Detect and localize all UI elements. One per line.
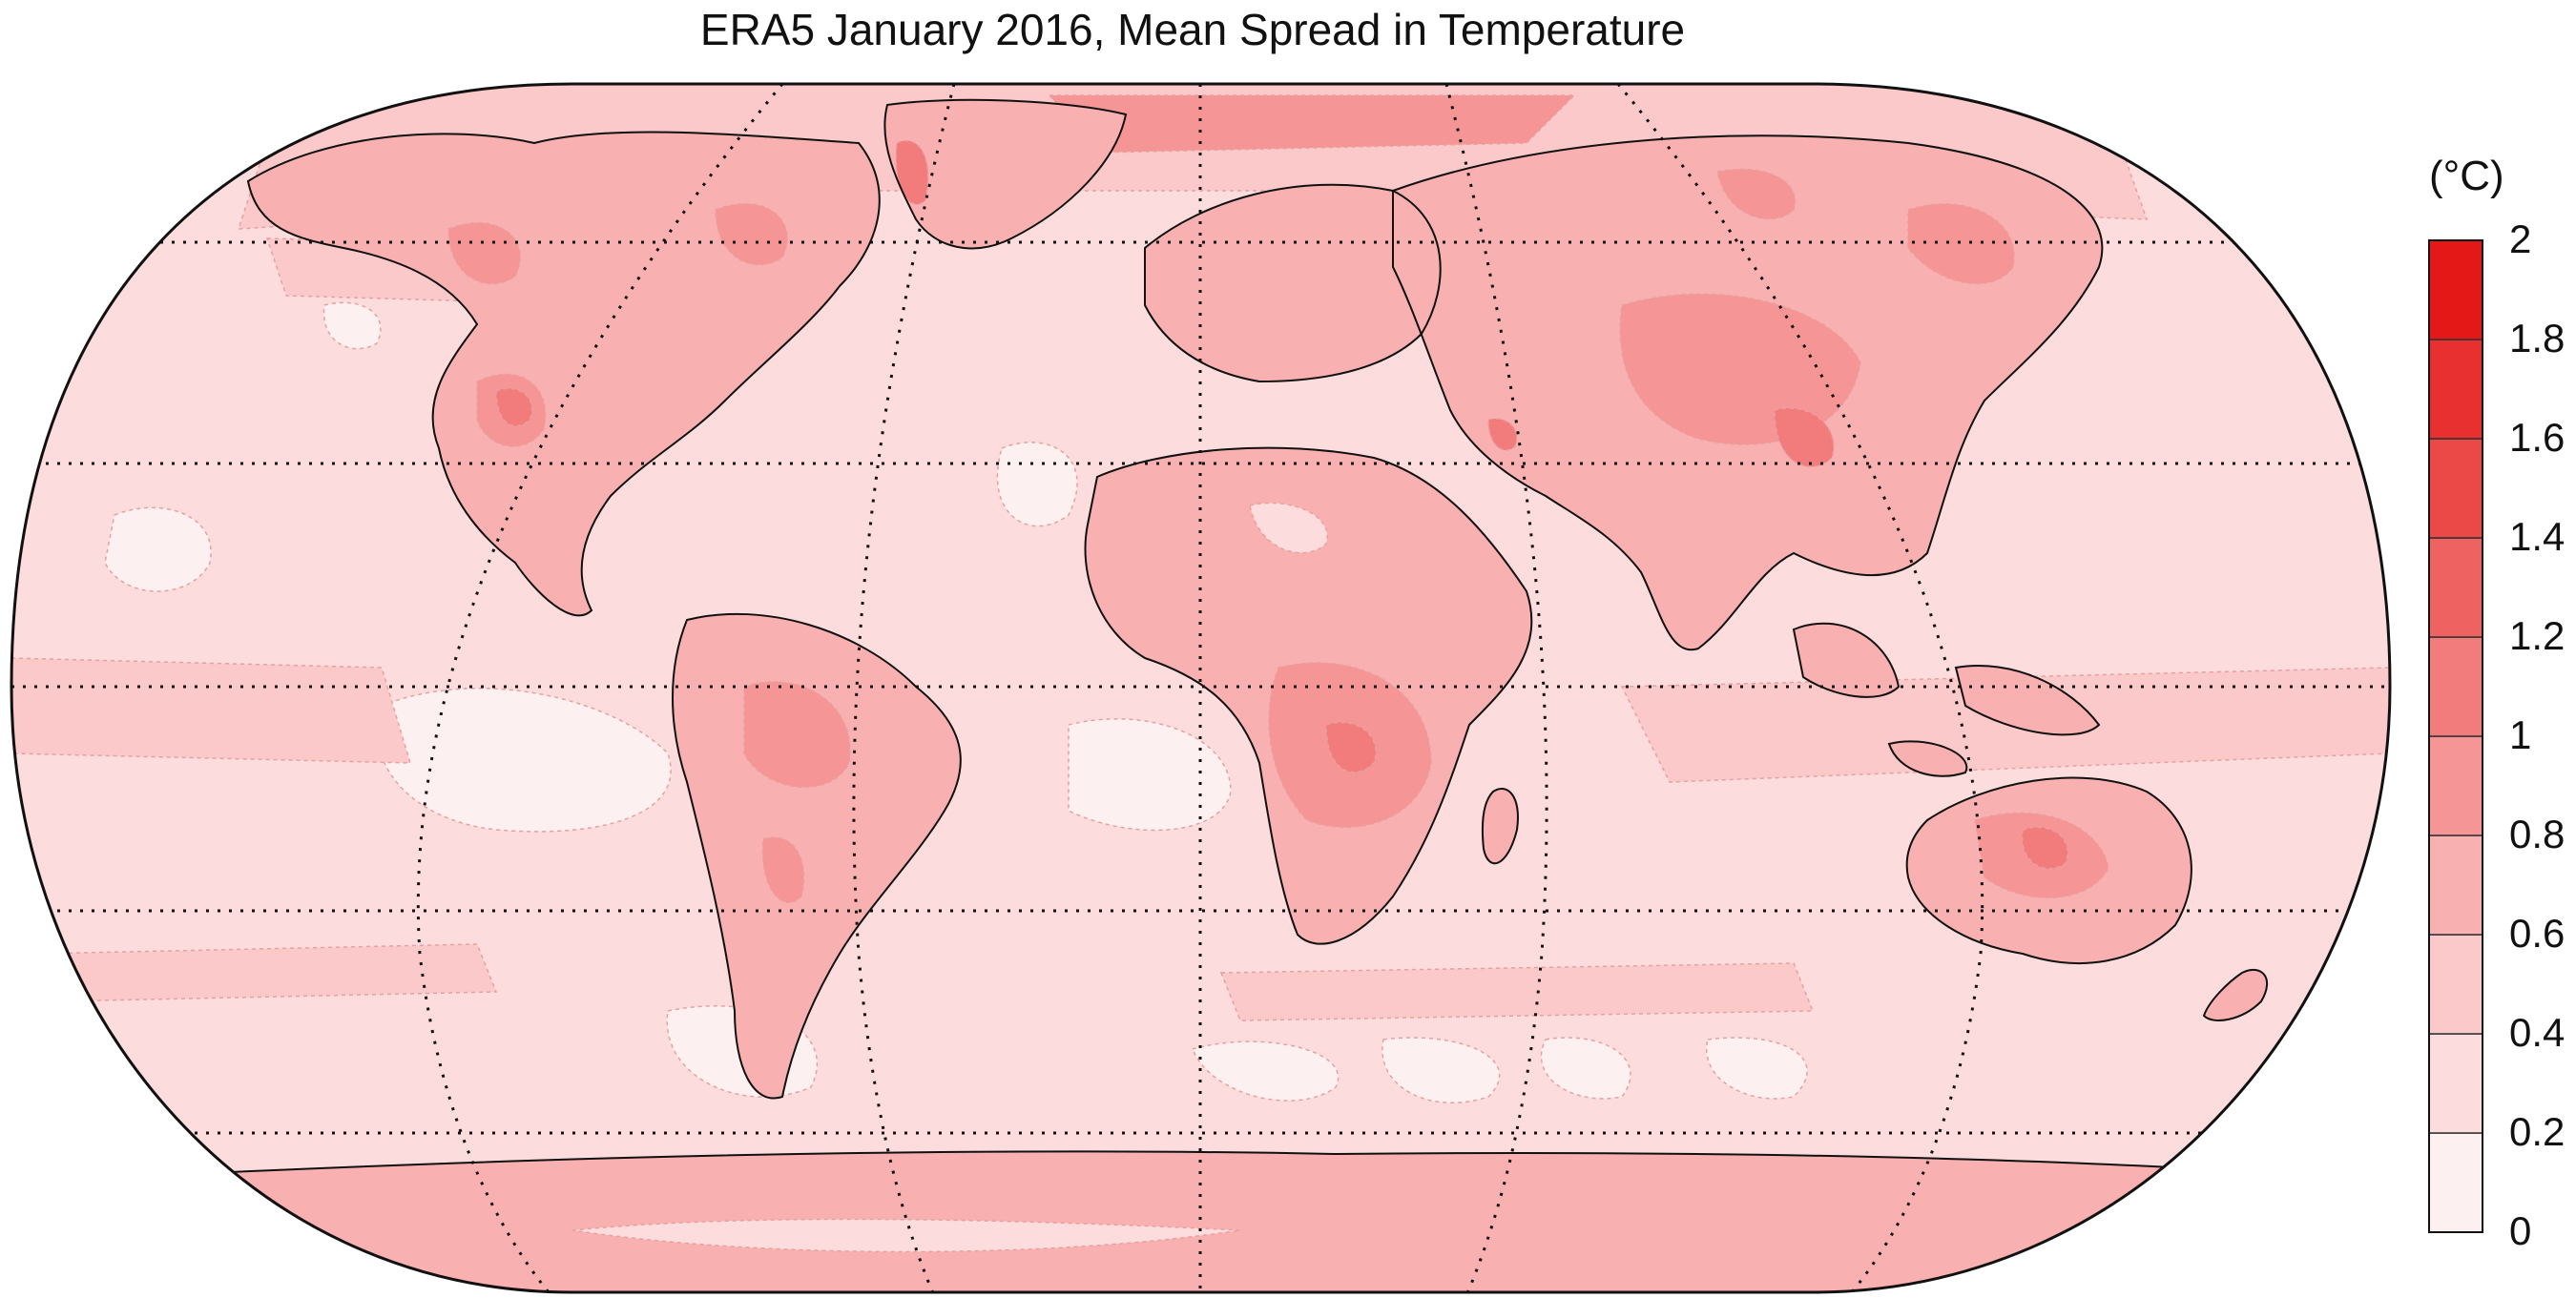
- colorbar-tick-2: 2: [2509, 216, 2532, 261]
- colorbar-frame: [2428, 239, 2483, 1233]
- globe-outline: [10, 82, 2392, 1294]
- low-spread-patches: [104, 301, 1808, 1104]
- colorbar-segment: [2428, 1132, 2483, 1233]
- colorbar-segment: [2428, 636, 2483, 737]
- colorbar: [2428, 239, 2483, 1233]
- colorbar-segment: [2428, 834, 2483, 936]
- colorbar-segment: [2428, 239, 2483, 340]
- colorbar-tick-1-6: 1.6: [2509, 415, 2566, 460]
- colorbar-tick-1-4: 1.4: [2509, 514, 2566, 559]
- colorbar-tick-0-2: 0.2: [2509, 1109, 2566, 1154]
- coastlines: [11, 98, 2390, 1184]
- colorbar-segment: [2428, 1033, 2483, 1134]
- colorbar-tick-1-8: 1.8: [2509, 316, 2566, 361]
- colorbar-tick-0-6: 0.6: [2509, 911, 2566, 956]
- colorbar-segment: [2428, 438, 2483, 539]
- south-america: [672, 613, 962, 1100]
- colorbar-tick-0-8: 0.8: [2509, 812, 2566, 856]
- asia: [1392, 134, 2104, 651]
- colorbar-tick-1: 1: [2509, 712, 2532, 757]
- colorbar-segment: [2428, 339, 2483, 440]
- north-america: [247, 131, 881, 617]
- colorbar-segment: [2428, 537, 2483, 638]
- colorbar-segment: [2428, 735, 2483, 836]
- antarctica: [11, 1150, 2390, 1292]
- africa: [1084, 446, 1532, 945]
- colorbar-tick-0-4: 0.4: [2509, 1010, 2566, 1055]
- graticule: [11, 84, 2390, 1292]
- colorbar-unit: (°C): [2429, 153, 2504, 199]
- map-title: ERA5 January 2016, Mean Spread in Temper…: [699, 5, 1686, 54]
- australia: [1906, 776, 2192, 964]
- colorbar-segment: [2428, 934, 2483, 1035]
- colorbar-tick-1-2: 1.2: [2509, 613, 2566, 658]
- colorbar-tick-0: 0: [2509, 1208, 2532, 1253]
- greenland: [883, 99, 1127, 250]
